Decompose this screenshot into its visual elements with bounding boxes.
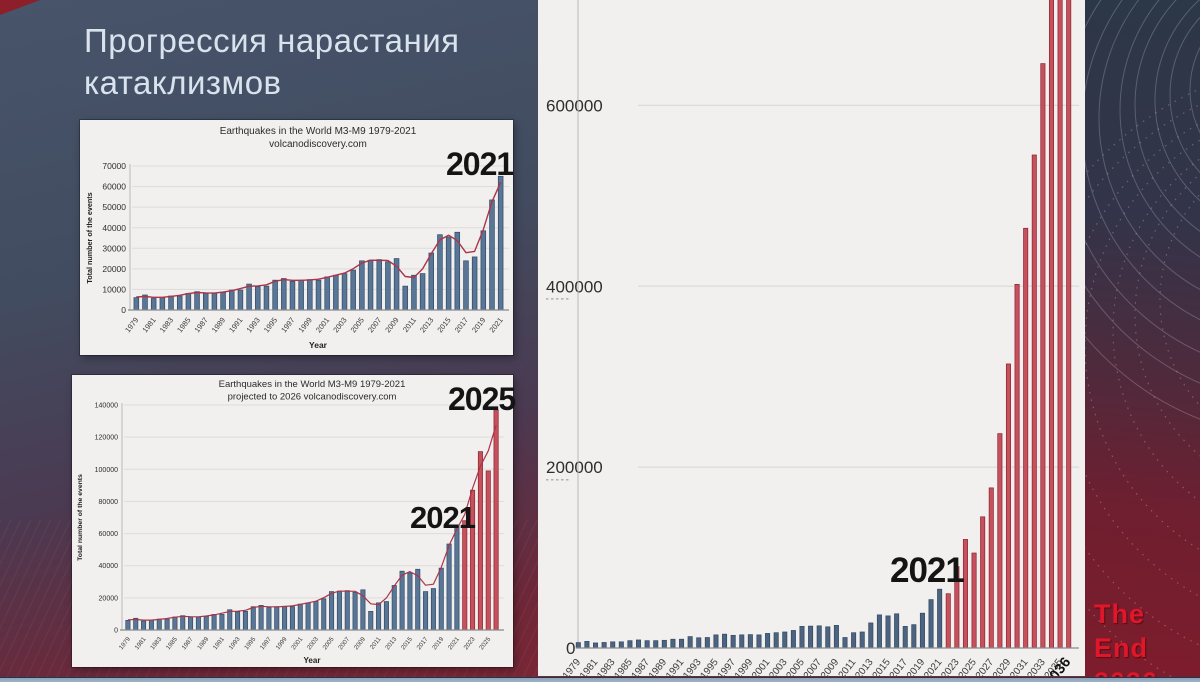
earthquakes-1979-2021-chart-panel: 0 10000 20000 30000 40000 50000 60000 70000 1979… xyxy=(80,120,513,355)
svg-text:2007: 2007 xyxy=(337,636,351,652)
svg-text:2019: 2019 xyxy=(470,316,487,335)
svg-text:200000: 200000 xyxy=(546,458,603,477)
svg-text:1993: 1993 xyxy=(244,316,261,335)
slide-title-line2: катаклизмов xyxy=(84,64,282,101)
svg-text:20000: 20000 xyxy=(99,595,119,602)
svg-text:Year: Year xyxy=(303,656,321,665)
slide-title-line1: Прогрессия нарастания xyxy=(84,22,460,59)
svg-text:50000: 50000 xyxy=(102,202,126,212)
svg-text:1983: 1983 xyxy=(149,636,163,652)
svg-text:2003: 2003 xyxy=(306,636,320,652)
svg-text:1999: 1999 xyxy=(275,636,289,652)
svg-text:0: 0 xyxy=(566,639,575,658)
right-background-strip xyxy=(1004,0,1200,682)
earthquakes-projected-2026-chart-panel: 0 20000 40000 60000 80000 100000 120000 140000 1… xyxy=(72,375,513,667)
svg-text:projected to 2026 volcanodisco: projected to 2026 volcanodiscovery.com xyxy=(228,392,397,403)
svg-text:2015: 2015 xyxy=(400,636,414,652)
svg-text:1995: 1995 xyxy=(262,316,279,335)
the-end-label: The End 2036 xyxy=(1094,597,1200,682)
svg-text:60000: 60000 xyxy=(102,182,126,192)
earthquakes-projected-2036-chart-panel: 0 200000 400000 600000 1979 1981 1983 1985 1987 1… xyxy=(538,0,1085,682)
svg-text:2013: 2013 xyxy=(418,316,435,335)
svg-text:1981: 1981 xyxy=(134,636,148,652)
svg-text:2023: 2023 xyxy=(463,636,477,652)
svg-text:Total number of the events: Total number of the events xyxy=(85,192,94,283)
svg-text:2011: 2011 xyxy=(369,636,383,651)
bottom-edge-strip xyxy=(0,677,1200,682)
earthquakes-1979-2021-chart: 0 10000 20000 30000 40000 50000 60000 70000 1979… xyxy=(85,126,509,350)
annotation-2025-chart2: 2025 xyxy=(448,381,516,417)
svg-text:1989: 1989 xyxy=(210,316,227,335)
swirl-lines-decoration xyxy=(1004,0,1200,682)
svg-text:1985: 1985 xyxy=(165,636,179,652)
svg-text:Year: Year xyxy=(309,340,328,350)
svg-text:2017: 2017 xyxy=(416,636,430,652)
svg-text:2015: 2015 xyxy=(435,316,452,335)
svg-text:2013: 2013 xyxy=(384,636,398,652)
svg-text:1985: 1985 xyxy=(175,316,192,335)
svg-text:2019: 2019 xyxy=(431,636,445,652)
svg-text:0: 0 xyxy=(121,305,126,315)
svg-text:30000: 30000 xyxy=(102,243,126,253)
svg-text:1997: 1997 xyxy=(259,636,273,652)
svg-text:2021: 2021 xyxy=(487,316,504,335)
svg-text:60000: 60000 xyxy=(99,531,119,538)
svg-text:20000: 20000 xyxy=(102,264,126,274)
svg-text:2001: 2001 xyxy=(290,636,304,652)
svg-text:1997: 1997 xyxy=(279,316,296,335)
corner-accent-shape xyxy=(0,0,40,15)
svg-text:2025: 2025 xyxy=(478,636,492,652)
svg-text:2005: 2005 xyxy=(322,636,336,652)
svg-text:1979: 1979 xyxy=(118,636,132,652)
svg-text:1981: 1981 xyxy=(140,316,157,335)
svg-text:Earthquakes in the World M3-M9: Earthquakes in the World M3-M9 1979-2021 xyxy=(220,126,417,137)
annotation-2021-chart1: 2021 xyxy=(446,146,514,182)
earthquakes-projected-2026-chart: 0 20000 40000 60000 80000 100000 120000 140000 1… xyxy=(77,379,504,665)
svg-text:120000: 120000 xyxy=(95,435,118,442)
svg-text:40000: 40000 xyxy=(102,223,126,233)
svg-text:2003: 2003 xyxy=(331,316,348,335)
earthquakes-projected-2036-chart: 0200000400000600000197919811983198519871… xyxy=(546,0,1079,682)
svg-text:1993: 1993 xyxy=(228,636,242,652)
svg-text:10000: 10000 xyxy=(102,284,126,294)
annotation-2021-chart2: 2021 xyxy=(410,500,476,535)
svg-text:1979: 1979 xyxy=(123,316,140,335)
svg-text:2036: 2036 xyxy=(1042,655,1074,676)
svg-text:1983: 1983 xyxy=(158,316,175,335)
svg-text:Total number of the events: Total number of the events xyxy=(77,474,84,561)
svg-text:1989: 1989 xyxy=(196,636,210,652)
svg-text:1995: 1995 xyxy=(243,636,257,652)
svg-text:2017: 2017 xyxy=(453,316,470,335)
annotation-2021-chart3: 2021 xyxy=(890,551,965,590)
svg-text:1987: 1987 xyxy=(181,636,195,652)
svg-text:Earthquakes in the World M3-M9: Earthquakes in the World M3-M9 1979-2021 xyxy=(219,379,406,390)
svg-text:0: 0 xyxy=(114,628,118,635)
svg-text:70000: 70000 xyxy=(102,161,126,171)
svg-text:2021: 2021 xyxy=(447,636,461,652)
svg-text:1991: 1991 xyxy=(227,316,244,335)
svg-text:40000: 40000 xyxy=(99,563,119,570)
svg-text:600000: 600000 xyxy=(546,96,603,115)
the-end-line1: The End xyxy=(1094,599,1148,663)
svg-text:2005: 2005 xyxy=(349,316,366,335)
svg-text:400000: 400000 xyxy=(546,277,603,296)
svg-text:100000: 100000 xyxy=(95,467,118,474)
svg-text:1987: 1987 xyxy=(192,316,209,335)
svg-text:volcanodiscovery.com: volcanodiscovery.com xyxy=(269,139,367,150)
svg-text:80000: 80000 xyxy=(99,499,119,506)
svg-text:140000: 140000 xyxy=(95,403,118,410)
svg-text:2009: 2009 xyxy=(353,636,367,652)
slide-title: Прогрессия нарастания катаклизмов xyxy=(84,20,544,104)
svg-text:2009: 2009 xyxy=(383,316,400,335)
svg-text:1991: 1991 xyxy=(212,636,226,652)
svg-text:1999: 1999 xyxy=(297,316,314,335)
svg-text:2001: 2001 xyxy=(314,316,331,335)
svg-text:2007: 2007 xyxy=(366,316,383,335)
svg-text:2011: 2011 xyxy=(401,316,418,334)
